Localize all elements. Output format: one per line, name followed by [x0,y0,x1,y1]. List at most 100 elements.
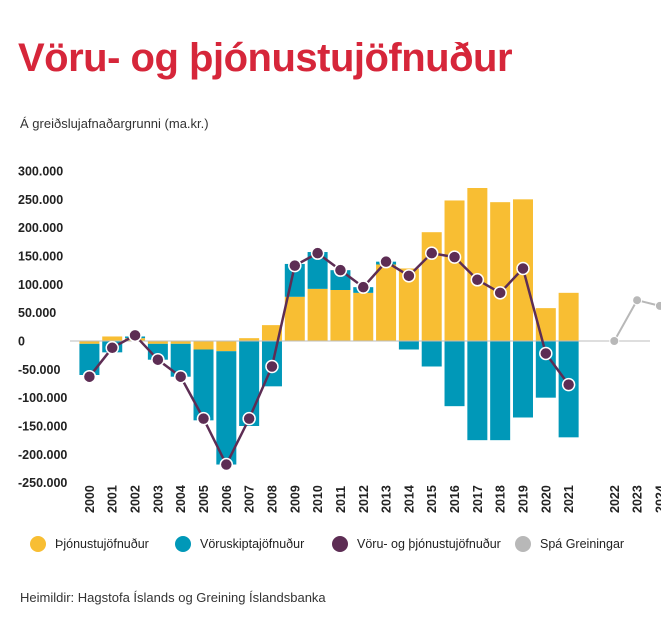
x-tick-label-2009: 2009 [288,485,302,513]
y-tick-label: 0 [18,335,25,349]
x-tick-label-2024: 2024 [653,485,661,513]
line-voru-og-thjonustujofnudur [88,251,570,466]
bar-voruskiptajofnudur-2019 [512,341,533,418]
point-spa-greiningar-2023 [632,295,643,306]
x-tick-label-2005: 2005 [197,485,211,513]
bar-thjonustujofnudur-2006 [216,341,237,352]
y-tick-label: 200.000 [18,221,63,235]
x-tick-label-2002: 2002 [129,485,143,513]
x-tick-label-2022: 2022 [608,485,622,513]
legend-label-goods: Vöruskiptajöfnuður [200,537,305,551]
bars-layer [70,188,650,465]
x-tick-label-2015: 2015 [425,485,439,513]
bar-thjonustujofnudur-2013 [376,264,397,341]
x-axis: 2000 2001 2002 2003 2004 2005 2006 2007 2008 2009… [83,485,661,513]
point-voru-og-thjonustujofnudur-2007 [242,411,256,426]
point-voru-og-thjonustujofnudur-2016 [447,250,462,264]
x-tick-label-2019: 2019 [516,485,530,513]
bar-voruskiptajofnudur-2017 [467,341,488,441]
legend-swatch-forecast [515,536,531,552]
point-voru-og-thjonustujofnudur-2020 [539,346,553,361]
legend-label-services: Þjónustujöfnuður [55,537,149,551]
bar-thjonustujofnudur-2007 [239,338,260,341]
line-spa-greiningar [613,299,661,342]
x-tick-label-2006: 2006 [220,485,234,513]
y-tick-label: 100.000 [18,278,63,292]
bar-voruskiptajofnudur-2004 [170,343,191,377]
point-voru-og-thjonustujofnudur-2014 [402,269,416,283]
chart-title: Vöru- og þjónustujöfnuður [18,36,513,80]
x-tick-label-2013: 2013 [380,485,394,513]
point-voru-og-thjonustujofnudur-2006 [219,457,234,472]
bar-thjonustujofnudur-2004 [170,341,191,344]
point-voru-og-thjonustujofnudur-2003 [151,352,165,367]
point-voru-og-thjonustujofnudur-2017 [470,273,485,287]
legend-item-services: Þjónustujöfnuður [30,536,149,552]
bar-voruskiptajofnudur-2016 [444,341,465,407]
y-tick-label: -100.000 [18,391,67,405]
point-voru-og-thjonustujofnudur-2000 [82,369,97,384]
x-tick-label-2018: 2018 [494,485,508,513]
legend-item-forecast: Spá Greiningar [515,536,624,552]
bar-thjonustujofnudur-2008 [261,325,282,341]
bar-voruskiptajofnudur-2015 [421,341,442,367]
point-voru-og-thjonustujofnudur-2011 [333,263,348,277]
legend-label-forecast: Spá Greiningar [540,537,625,551]
bar-thjonustujofnudur-2021 [558,292,579,341]
x-tick-label-2010: 2010 [311,485,325,513]
bar-thjonustujofnudur-2003 [147,341,168,344]
bar-thjonustujofnudur-2016 [444,200,465,341]
x-tick-label-2017: 2017 [471,485,485,513]
x-tick-label-2004: 2004 [174,485,188,513]
legend-label-total: Vöru- og þjónustujöfnuður [357,537,501,551]
x-tick-label-2007: 2007 [243,485,257,513]
x-tick-label-2011: 2011 [334,486,348,513]
y-axis: -250.000 -200.000 -150.000 -100.000 -50.000 0… [18,165,67,491]
point-voru-og-thjonustujofnudur-2021 [561,377,576,392]
legend-item-total: Vöru- og þjónustujöfnuður [332,536,501,552]
point-voru-og-thjonustujofnudur-2009 [288,258,302,273]
point-voru-og-thjonustujofnudur-2001 [105,341,119,355]
x-tick-label-2014: 2014 [402,485,416,513]
bar-voruskiptajofnudur-2010 [307,252,328,289]
bar-thjonustujofnudur-2011 [330,290,351,341]
point-voru-og-thjonustujofnudur-2018 [493,286,507,300]
bar-thjonustujofnudur-2010 [307,288,328,341]
bar-thjonustujofnudur-2005 [193,341,214,350]
bar-thjonustujofnudur-2018 [490,202,511,341]
legend-swatch-services [30,536,46,552]
bar-thjonustujofnudur-2009 [284,296,305,341]
legend-swatch-total [332,536,348,552]
legend-item-goods: Vöruskiptajöfnuður [175,536,304,552]
chart-subtitle: Á greiðslujafnaðargrunni (ma.kr.) [20,116,209,131]
chart-legend: Þjónustujöfnuður Vöruskiptajöfnuður Vöru… [30,536,650,556]
y-tick-label: -250.000 [18,476,67,490]
y-tick-label: -200.000 [18,448,67,462]
lines-layer [82,246,661,472]
point-voru-og-thjonustujofnudur-2008 [265,359,279,374]
x-tick-label-2008: 2008 [265,485,279,513]
point-voru-og-thjonustujofnudur-2013 [379,254,393,269]
x-tick-label-2020: 2020 [539,485,553,513]
bar-thjonustujofnudur-2017 [467,188,488,341]
x-tick-label-2000: 2000 [83,485,97,513]
point-voru-og-thjonustujofnudur-2015 [424,246,439,260]
point-voru-og-thjonustujofnudur-2004 [173,369,188,384]
bar-thjonustujofnudur-2012 [353,292,374,341]
point-voru-og-thjonustujofnudur-2002 [128,328,142,343]
y-tick-label: 50.000 [18,306,56,320]
point-voru-og-thjonustujofnudur-2010 [310,246,325,260]
bar-voruskiptajofnudur-2006 [216,351,237,465]
x-tick-label-2023: 2023 [631,485,645,513]
y-tick-label: 150.000 [18,250,63,264]
point-spa-greiningar-2024 [654,300,661,311]
x-tick-label-2021: 2021 [562,485,576,513]
x-tick-label-2012: 2012 [357,485,371,513]
point-voru-og-thjonustujofnudur-2019 [516,261,530,276]
bar-voruskiptajofnudur-2005 [193,349,214,421]
point-voru-og-thjonustujofnudur-2012 [356,280,370,294]
bar-voruskiptajofnudur-2014 [398,341,419,350]
bar-voruskiptajofnudur-2000 [79,343,100,375]
y-tick-label: -50.000 [18,363,60,377]
source-note: Heimildir: Hagstofa Íslands og Greining … [20,590,326,605]
